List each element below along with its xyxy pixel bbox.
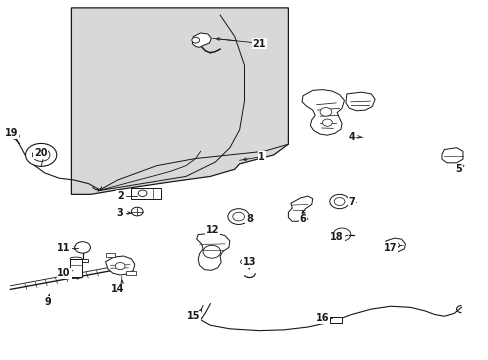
Text: 1: 1 [258,152,264,162]
Text: 15: 15 [186,311,200,321]
Text: 6: 6 [299,215,306,224]
Text: 11: 11 [57,243,71,253]
Text: 3: 3 [117,208,123,218]
Circle shape [25,143,57,166]
Polygon shape [192,33,211,47]
Polygon shape [196,233,229,270]
Polygon shape [105,256,135,275]
Text: 20: 20 [34,148,47,158]
Text: 21: 21 [252,39,265,49]
Bar [77,259,88,262]
Circle shape [131,207,143,216]
Polygon shape [441,148,462,163]
Circle shape [329,194,348,209]
Text: 8: 8 [245,215,252,224]
Text: 5: 5 [455,164,462,174]
Bar [70,259,82,277]
Text: 17: 17 [383,243,397,253]
Text: 10: 10 [57,268,71,278]
Polygon shape [288,196,312,221]
Bar [330,317,341,323]
Text: 18: 18 [330,232,343,242]
Text: 9: 9 [44,297,51,307]
Text: 4: 4 [347,132,354,142]
Polygon shape [345,92,374,111]
Text: 2: 2 [117,191,123,201]
Text: 7: 7 [347,197,354,207]
Circle shape [227,209,249,225]
Circle shape [75,242,90,253]
Circle shape [240,260,246,264]
Circle shape [32,148,50,161]
Text: 19: 19 [5,129,18,138]
Polygon shape [385,238,405,252]
Circle shape [11,134,19,139]
Circle shape [138,190,147,197]
Circle shape [191,37,199,43]
Bar [105,253,115,257]
Text: 16: 16 [315,313,328,323]
Circle shape [232,212,244,221]
Text: 14: 14 [111,284,124,294]
Text: 13: 13 [242,257,256,267]
Bar [131,188,160,199]
Circle shape [322,119,331,126]
Circle shape [115,262,125,270]
Circle shape [332,228,350,241]
Circle shape [320,108,331,116]
Circle shape [333,198,344,206]
Circle shape [391,242,399,248]
Circle shape [203,245,220,258]
Polygon shape [302,90,344,135]
Polygon shape [71,8,288,194]
Bar [126,271,136,275]
Text: 12: 12 [205,225,219,235]
